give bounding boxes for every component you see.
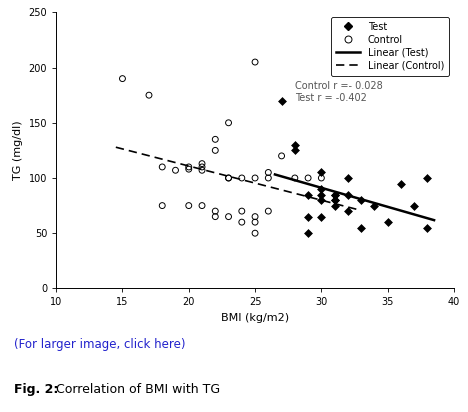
Point [358, 225, 365, 231]
Text: (For larger image, click here): (For larger image, click here) [14, 338, 185, 351]
Point [198, 202, 206, 209]
Point [318, 197, 325, 204]
Text: Correlation of BMI with TG: Correlation of BMI with TG [52, 383, 220, 396]
Point [238, 219, 246, 225]
Point [225, 175, 232, 181]
Point [344, 208, 351, 214]
Point [119, 75, 126, 82]
Point [384, 219, 391, 225]
Point [358, 197, 365, 204]
Point [410, 202, 418, 209]
Point [278, 97, 285, 104]
Point [344, 191, 351, 198]
Point [318, 169, 325, 176]
Point [225, 175, 232, 181]
Point [304, 175, 312, 181]
Point [318, 186, 325, 192]
Point [251, 219, 259, 225]
Point [331, 197, 338, 204]
Y-axis label: TG (mg/dl): TG (mg/dl) [13, 121, 23, 180]
Point [251, 175, 259, 181]
Text: Fig. 2:: Fig. 2: [14, 383, 58, 396]
Point [212, 136, 219, 143]
Point [278, 152, 285, 159]
Point [264, 169, 272, 176]
Point [264, 175, 272, 181]
Point [251, 213, 259, 220]
Point [424, 225, 431, 231]
Point [185, 164, 192, 170]
Point [331, 191, 338, 198]
Point [318, 175, 325, 181]
Point [331, 191, 338, 198]
Point [264, 208, 272, 214]
Point [225, 119, 232, 126]
Point [291, 147, 299, 154]
Point [185, 166, 192, 173]
Point [198, 164, 206, 170]
Point [304, 230, 312, 236]
X-axis label: BMI (kg/m2): BMI (kg/m2) [221, 313, 289, 323]
Point [172, 167, 179, 173]
Point [251, 59, 259, 66]
Point [185, 202, 192, 209]
Point [212, 213, 219, 220]
Point [251, 230, 259, 236]
Point [304, 191, 312, 198]
Point [291, 175, 299, 181]
Point [212, 208, 219, 214]
Point [318, 213, 325, 220]
Point [331, 202, 338, 209]
Legend: Test, Control, Linear (Test), Linear (Control): Test, Control, Linear (Test), Linear (Co… [331, 17, 449, 76]
Point [159, 202, 166, 209]
Point [159, 164, 166, 170]
Point [318, 191, 325, 198]
Point [238, 208, 246, 214]
Text: Control r =- 0.028
Test r = -0.402: Control r =- 0.028 Test r = -0.402 [295, 82, 382, 103]
Point [198, 167, 206, 173]
Point [225, 213, 232, 220]
Point [145, 92, 153, 98]
Point [198, 160, 206, 167]
Point [331, 197, 338, 204]
Point [424, 175, 431, 181]
Point [304, 213, 312, 220]
Point [238, 175, 246, 181]
Point [344, 175, 351, 181]
Point [291, 142, 299, 148]
Point [371, 202, 378, 209]
Point [397, 180, 405, 187]
Point [212, 147, 219, 154]
